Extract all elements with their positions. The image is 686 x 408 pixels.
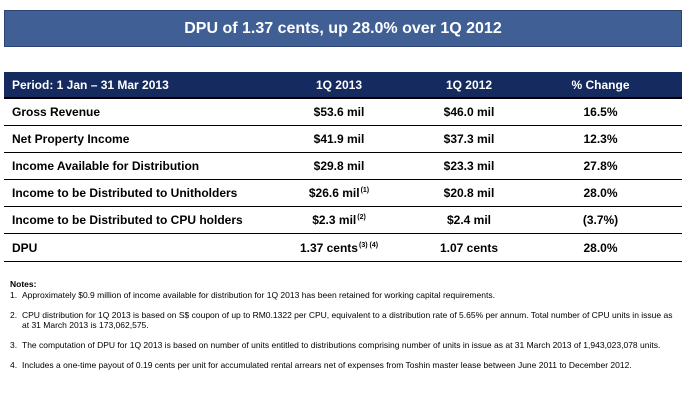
cell-1q-2013: $2.3 mil(2) — [259, 206, 419, 234]
table-row: Gross Revenue $53.6 mil $46.0 mil 16.5% — [4, 98, 682, 126]
note-number: 1. — [10, 290, 18, 300]
cell-1q-2012: $37.3 mil — [419, 125, 519, 153]
financial-results-table: Period: 1 Jan – 31 Mar 2013 1Q 2013 1Q 2… — [4, 72, 682, 262]
headline-text: DPU of 1.37 cents, up 28.0% over 1Q 2012 — [184, 19, 502, 37]
notes-section: Notes: 1. Approximately $0.9 million of … — [10, 279, 675, 380]
cell-1q-2012: $23.3 mil — [419, 152, 519, 180]
cell-1q-2013: $41.9 mil — [259, 125, 419, 153]
cell-1q-2012: $20.8 mil — [419, 179, 519, 207]
footnote-ref: (2) — [357, 214, 366, 221]
header-1q-2013: 1Q 2013 — [259, 72, 419, 99]
note-number: 4. — [10, 360, 18, 370]
table-row: Income to be Distributed to CPU holders … — [4, 206, 682, 234]
row-label: Income to be Distributed to CPU holders — [4, 206, 259, 234]
footnote-ref: (3) (4) — [358, 241, 379, 249]
table-row: Income to be Distributed to Unitholders … — [4, 179, 682, 207]
cell-change: 28.0% — [519, 233, 682, 262]
table-row: Income Available for Distribution $29.8 … — [4, 152, 682, 180]
note-number: 3. — [10, 340, 18, 350]
cell-1q-2012: 1.07 cents — [419, 233, 519, 262]
cell-change: 16.5% — [519, 98, 682, 126]
cell-1q-2013: $53.6 mil — [259, 98, 419, 126]
cell-1q-2012: $2.4 mil — [419, 206, 519, 234]
row-label: Income to be Distributed to Unitholders — [4, 179, 259, 207]
header-change: % Change — [519, 72, 682, 99]
cell-1q-2013: $29.8 mil — [259, 152, 419, 180]
note-text: Includes a one-time payout of 0.19 cents… — [22, 360, 632, 370]
cell-1q-2012: $46.0 mil — [419, 98, 519, 126]
cell-change: 28.0% — [519, 179, 682, 207]
cell-change: 27.8% — [519, 152, 682, 180]
row-label: Gross Revenue — [4, 98, 259, 126]
header-1q-2012: 1Q 2012 — [419, 72, 519, 99]
note-item: 4. Includes a one-time payout of 0.19 ce… — [10, 360, 675, 370]
row-label: DPU — [4, 233, 259, 262]
note-text: CPU distribution for 1Q 2013 is based on… — [22, 310, 673, 330]
cell-change: 12.3% — [519, 125, 682, 153]
cell-change: (3.7%) — [519, 206, 682, 234]
note-text: The computation of DPU for 1Q 2013 is ba… — [22, 340, 661, 350]
cell-1q-2013: 1.37 cents(3) (4) — [259, 233, 419, 262]
row-label: Income Available for Distribution — [4, 152, 259, 180]
header-period: Period: 1 Jan – 31 Mar 2013 — [4, 72, 259, 99]
footnote-ref: (1) — [360, 187, 370, 194]
notes-title: Notes: — [10, 279, 37, 289]
note-item: 2. CPU distribution for 1Q 2013 is based… — [10, 310, 675, 330]
note-number: 2. — [10, 310, 18, 320]
note-item: 3. The computation of DPU for 1Q 2013 is… — [10, 340, 675, 350]
row-label: Net Property Income — [4, 125, 259, 153]
cell-1q-2013: $26.6 mil(1) — [259, 179, 419, 207]
headline-banner: DPU of 1.37 cents, up 28.0% over 1Q 2012 — [4, 10, 682, 47]
note-item: 1. Approximately $0.9 million of income … — [10, 290, 675, 300]
note-text: Approximately $0.9 million of income ava… — [22, 290, 495, 300]
table-header-row: Period: 1 Jan – 31 Mar 2013 1Q 2013 1Q 2… — [4, 72, 682, 99]
table-row: DPU 1.37 cents(3) (4) 1.07 cents 28.0% — [4, 233, 682, 262]
table-row: Net Property Income $41.9 mil $37.3 mil … — [4, 125, 682, 153]
